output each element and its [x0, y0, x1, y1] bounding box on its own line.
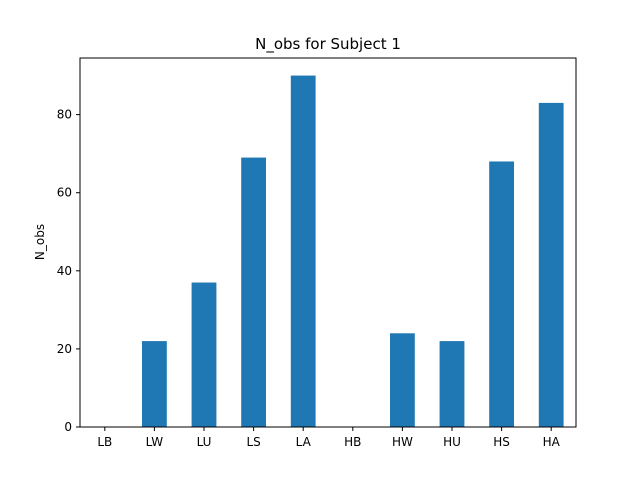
bar-lw: [142, 341, 167, 427]
x-tick-label: LU: [197, 435, 212, 449]
y-axis-label: N_obs: [33, 224, 47, 260]
y-tick-label: 60: [57, 186, 72, 200]
y-tick-label: 0: [64, 420, 72, 434]
x-tick-label: HA: [543, 435, 561, 449]
x-tick-label: LA: [296, 435, 312, 449]
plot-frame: [79, 57, 577, 428]
x-tick-label: HS: [493, 435, 510, 449]
y-tick-label: 40: [57, 264, 72, 278]
bar-ls: [241, 157, 266, 428]
y-tick-label: 80: [57, 108, 72, 122]
bar-hw: [390, 333, 415, 427]
bar-hu: [439, 341, 465, 427]
x-tick-label: LS: [246, 435, 260, 449]
x-axis: LB LW LU LS LA HB HW HU HS HA: [97, 427, 561, 449]
y-tick-label: 20: [57, 342, 72, 356]
y-axis: 0 20 40 60 80: [57, 108, 80, 434]
x-tick-label: LW: [146, 435, 164, 449]
bar-ha: [538, 102, 564, 428]
x-tick-label: LB: [97, 435, 112, 449]
x-tick-label: HB: [344, 435, 361, 449]
x-tick-label: HW: [392, 435, 413, 449]
bar-hs: [489, 161, 514, 427]
chart-title: N_obs for Subject 1: [255, 35, 401, 54]
bars-group: [142, 75, 564, 428]
bar-la: [290, 75, 316, 428]
x-tick-label: HU: [443, 435, 461, 449]
bar-lu: [191, 282, 217, 427]
